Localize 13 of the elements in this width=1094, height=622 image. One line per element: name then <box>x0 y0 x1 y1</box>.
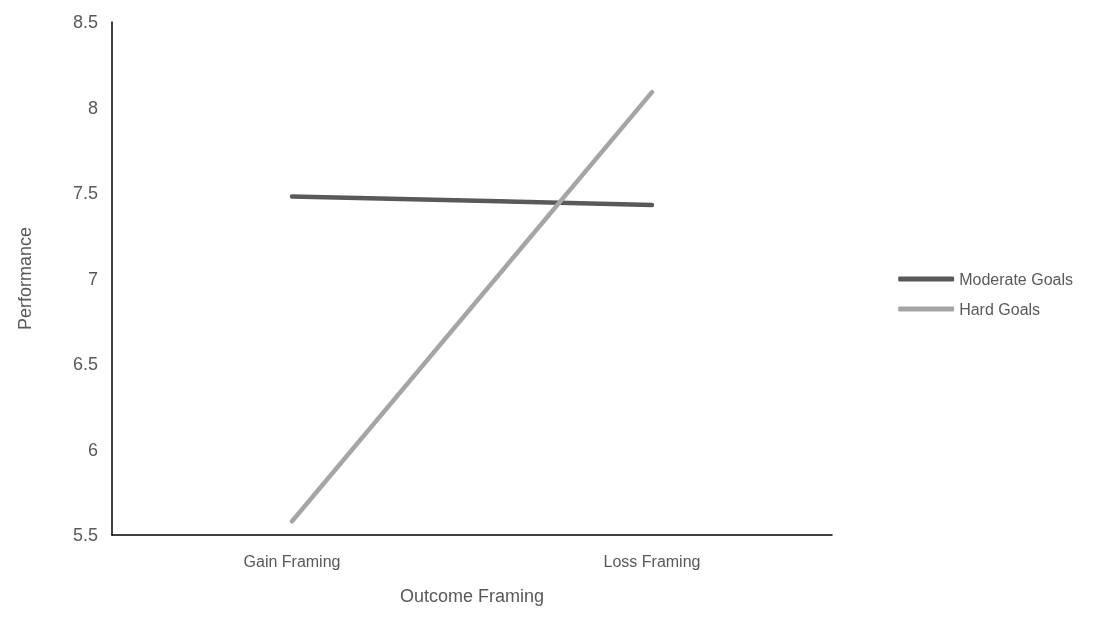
legend-label: Moderate Goals <box>959 270 1074 288</box>
y-tick-label: 8 <box>87 97 98 118</box>
x-axis-title: Outcome Framing <box>399 586 545 606</box>
y-tick-label: 7 <box>87 268 98 289</box>
y-tick-label: 5.5 <box>72 525 98 545</box>
y-tick-label: 7.5 <box>72 183 98 203</box>
y-axis-title: Performance <box>15 226 35 331</box>
y-tick-label: 8.5 <box>72 12 98 32</box>
y-tick-label: 6 <box>87 439 98 460</box>
x-tick-label: Loss Framing <box>603 552 701 570</box>
x-tick-label: Gain Framing <box>243 552 341 570</box>
legend-label: Hard Goals <box>959 300 1041 318</box>
y-tick-label: 6.5 <box>72 354 98 374</box>
